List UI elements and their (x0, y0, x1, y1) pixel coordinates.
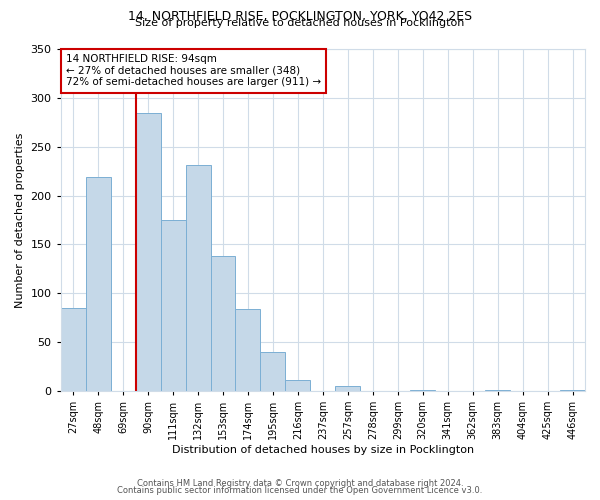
Bar (86, 177, 110, 391)
X-axis label: Distribution of detached houses by size in Pocklington: Distribution of detached houses by size … (172, 445, 474, 455)
Y-axis label: Number of detached properties: Number of detached properties (15, 132, 25, 308)
Bar (185, 166, 211, 391)
Bar (485, 390, 510, 391)
Text: 14 NORTHFIELD RISE: 94sqm
← 27% of detached houses are smaller (348)
72% of semi: 14 NORTHFIELD RISE: 94sqm ← 27% of detac… (66, 54, 321, 88)
Bar (560, 390, 585, 391)
Bar (235, 309, 260, 391)
Bar (136, 114, 161, 391)
Bar (286, 380, 310, 391)
Bar (61, 308, 86, 391)
Text: Contains HM Land Registry data © Crown copyright and database right 2024.: Contains HM Land Registry data © Crown c… (137, 478, 463, 488)
Bar (335, 386, 361, 391)
Bar (260, 352, 286, 391)
Bar (161, 220, 185, 391)
Text: Contains public sector information licensed under the Open Government Licence v3: Contains public sector information licen… (118, 486, 482, 495)
Text: 14, NORTHFIELD RISE, POCKLINGTON, YORK, YO42 2ES: 14, NORTHFIELD RISE, POCKLINGTON, YORK, … (128, 10, 472, 23)
Bar (211, 256, 235, 391)
Bar (410, 390, 435, 391)
Text: Size of property relative to detached houses in Pocklington: Size of property relative to detached ho… (136, 18, 464, 28)
